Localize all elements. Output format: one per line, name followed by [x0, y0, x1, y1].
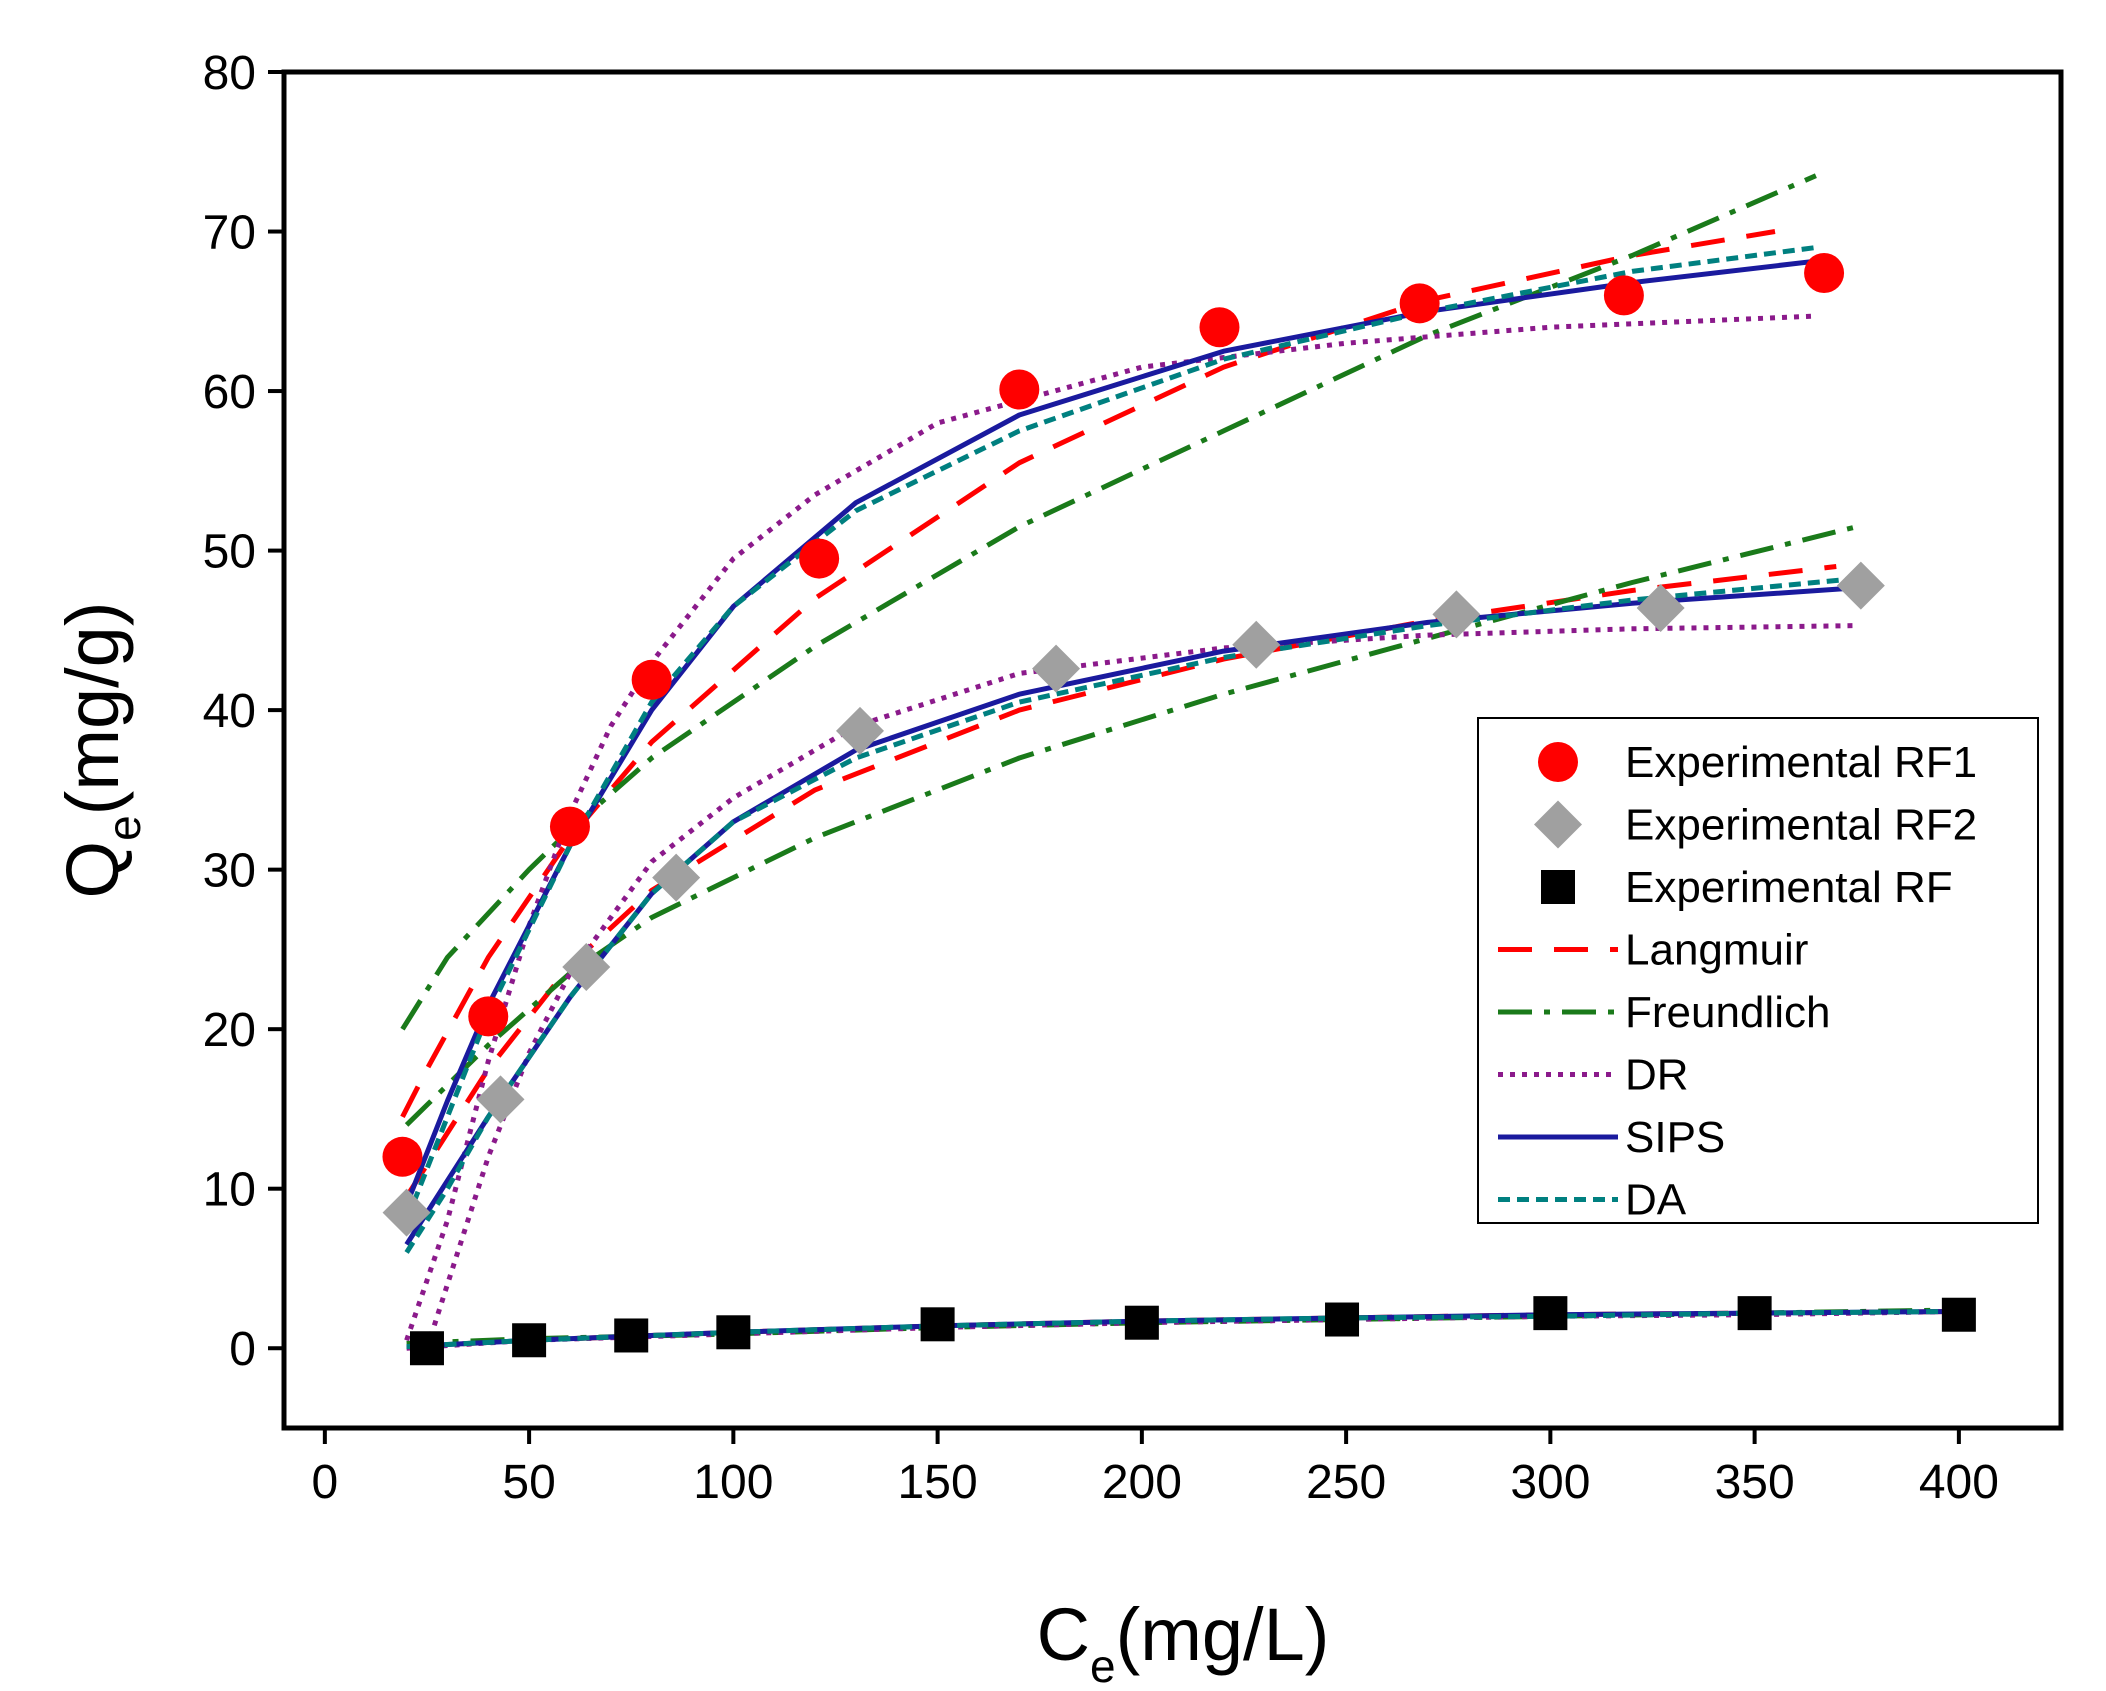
- experimental-rf2-point: [382, 1188, 431, 1237]
- x-tick-label: 0: [311, 1456, 338, 1509]
- legend-label-dr: DR: [1625, 1051, 1689, 1100]
- experimental-rf-point: [920, 1307, 955, 1342]
- legend-item-langmuir: Langmuir: [1498, 926, 1808, 975]
- experimental-rf1-point: [1603, 275, 1644, 316]
- legend-item-sips: SIPS: [1498, 1113, 1725, 1162]
- x-tick-label: 150: [898, 1456, 978, 1509]
- x-axis-label-unit: (mg/L): [1116, 1593, 1330, 1676]
- langmuir-curve-2: [404, 564, 1837, 1199]
- experimental-rf1-point: [382, 1136, 423, 1177]
- legend-label-freundlich: Freundlich: [1625, 988, 1830, 1037]
- experimental-rf1-point: [799, 538, 840, 579]
- experimental-rf2-point: [1836, 561, 1885, 610]
- legend-label-langmuir: Langmuir: [1625, 926, 1808, 975]
- experimental-rf2-point: [562, 942, 611, 991]
- plot-frame: [281, 69, 2064, 1431]
- x-tick-label: 100: [693, 1456, 773, 1509]
- legend-item-da: DA: [1498, 1176, 1687, 1225]
- x-tick-label: 50: [502, 1456, 555, 1509]
- x-tick-label: 400: [1919, 1456, 1999, 1509]
- x-axis-label: Ce(mg/L): [1037, 1593, 1330, 1691]
- x-axis-label-sub: e: [1090, 1640, 1116, 1691]
- experimental-rf1-point: [549, 806, 590, 847]
- legend-item-experimental-rf: Experimental RF: [1541, 863, 1953, 912]
- da-curve-3: [406, 1309, 1959, 1350]
- y-axis-ticks: 0 10 20 30 40 50 60 70 80: [203, 47, 284, 1376]
- legend-label-experimental-rf2: Experimental RF2: [1625, 801, 1977, 850]
- langmuir-curve-1: [400, 229, 1776, 1119]
- legend-label-experimental-rf1: Experimental RF1: [1625, 738, 1977, 787]
- y-axis-label-unit: (mg/g): [51, 602, 134, 816]
- freundlich-curve-1: [400, 173, 1817, 1031]
- y-tick-label: 30: [203, 845, 256, 898]
- x-axis-ticks: 0 50 100 150 200 250 300 350 400: [311, 1428, 1999, 1509]
- experimental-rf-point: [1533, 1296, 1568, 1331]
- legend-label-sips: SIPS: [1625, 1113, 1725, 1162]
- legend: Experimental RF1 Experimental RF2 Experime…: [1477, 717, 2039, 1225]
- y-tick-label: 70: [203, 207, 256, 260]
- experimental-rf-point: [1737, 1296, 1772, 1331]
- legend-label-da: DA: [1625, 1176, 1687, 1225]
- y-axis-label-main: Q: [51, 841, 134, 899]
- experimental-rf2-point: [652, 853, 701, 902]
- legend-item-experimental-rf1: Experimental RF1: [1538, 738, 1977, 787]
- legend-item-dr: DR: [1498, 1051, 1689, 1100]
- experimental-rf-point: [716, 1315, 751, 1350]
- experimental-rf2-point: [835, 706, 884, 755]
- x-tick-label: 250: [1306, 1456, 1386, 1509]
- experimental-rf1-point: [468, 996, 509, 1037]
- experimental-rf1-point: [1199, 307, 1240, 348]
- experimental-rf1-point: [1399, 283, 1440, 324]
- experimental-rf1-point: [631, 659, 672, 700]
- x-tick-label: 200: [1102, 1456, 1182, 1509]
- y-tick-label: 80: [203, 47, 256, 100]
- legend-item-experimental-rf2: Experimental RF2: [1534, 800, 1977, 850]
- experimental-rf-point: [1124, 1305, 1159, 1340]
- data-markers: [382, 253, 1976, 1366]
- experimental-rf-point: [1941, 1297, 1976, 1332]
- y-tick-label: 40: [203, 685, 256, 738]
- experimental-rf-point: [512, 1323, 547, 1358]
- y-tick-label: 20: [203, 1004, 256, 1057]
- experimental-rf2-point: [476, 1075, 525, 1124]
- experimental-rf2-point: [1032, 644, 1081, 693]
- legend-symbol-experimental-rf2: [1534, 800, 1582, 849]
- y-axis-label: Qe(mg/g): [51, 602, 150, 899]
- legend-symbol-experimental-rf1: [1538, 742, 1578, 782]
- dr-curve-1: [404, 313, 1817, 1342]
- y-tick-label: 60: [203, 366, 256, 419]
- experimental-rf-point: [1325, 1302, 1360, 1337]
- y-tick-label: 0: [229, 1323, 256, 1376]
- da-curve-2: [404, 575, 1866, 1254]
- legend-item-freundlich: Freundlich: [1498, 988, 1830, 1037]
- y-tick-label: 50: [203, 526, 256, 579]
- experimental-rf1-point: [1804, 253, 1845, 294]
- x-tick-label: 300: [1510, 1456, 1590, 1509]
- experimental-rf-point: [409, 1331, 444, 1366]
- experimental-rf2-point: [1636, 584, 1685, 633]
- legend-symbol-experimental-rf: [1541, 870, 1575, 904]
- experimental-rf-point: [614, 1318, 649, 1353]
- x-tick-label: 350: [1715, 1456, 1795, 1509]
- experimental-rf1-point: [999, 369, 1040, 410]
- y-axis-label-sub: e: [98, 815, 150, 841]
- x-axis-label-main: C: [1037, 1593, 1090, 1676]
- experimental-rf2-point: [1432, 590, 1481, 639]
- legend-label-experimental-rf: Experimental RF: [1625, 863, 1953, 912]
- experimental-rf2-point: [1232, 620, 1281, 669]
- y-tick-label: 10: [203, 1164, 256, 1217]
